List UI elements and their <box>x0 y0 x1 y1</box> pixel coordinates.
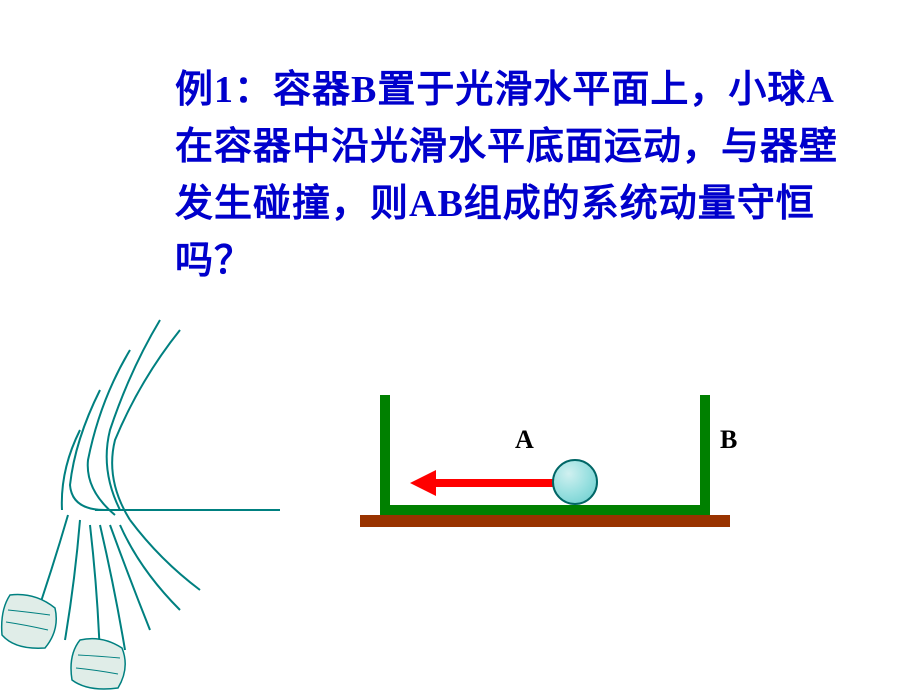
velocity-arrow-head <box>410 470 436 496</box>
physics-diagram: A B <box>380 395 710 535</box>
velocity-arrow-shaft <box>430 479 555 487</box>
ground-surface <box>360 515 730 527</box>
container-floor <box>380 505 710 515</box>
container-wall-right <box>700 395 710 515</box>
problem-text: 例1：容器B置于光滑水平面上，小球A在容器中沿光滑水平底面运动，与器壁发生碰撞，… <box>175 62 855 290</box>
label-b: B <box>720 425 737 455</box>
decorative-swirl <box>0 310 300 690</box>
container-wall-left <box>380 395 390 515</box>
label-a: A <box>515 425 534 455</box>
ball-a <box>552 459 598 505</box>
